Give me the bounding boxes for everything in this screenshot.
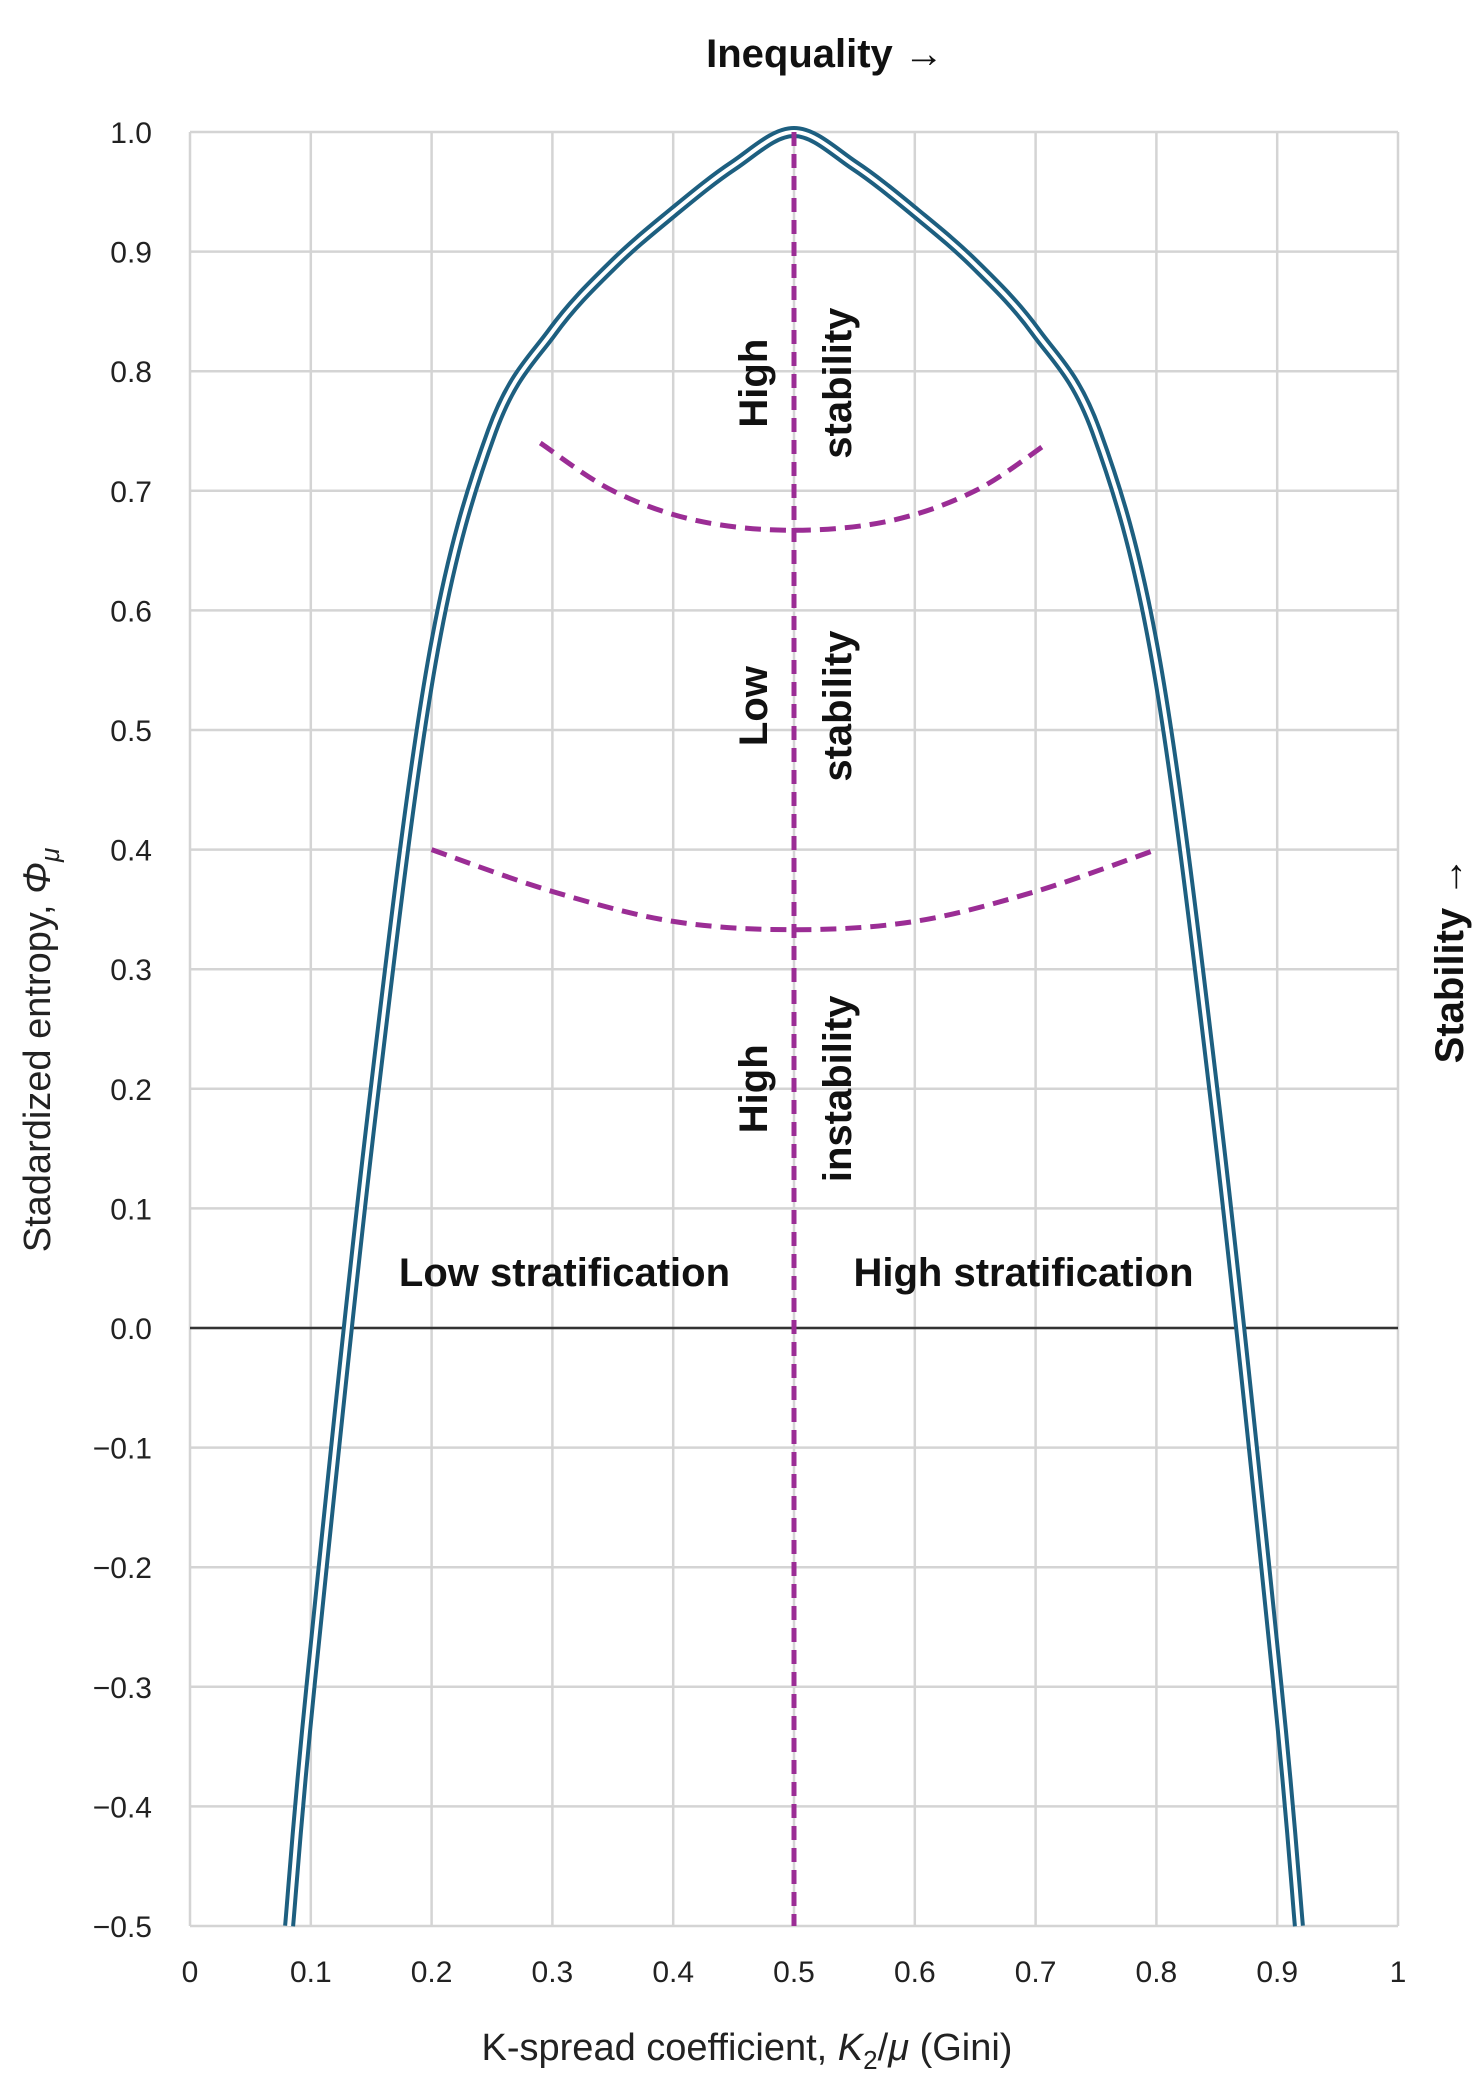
y-tick-label: 0.8 [110,356,152,389]
y-tick-label: −0.4 [93,1791,152,1824]
x-tick-label: 0.6 [894,1956,936,1989]
right-axis-label: Stability → [1428,857,1472,1064]
x-tick-label: 0.2 [411,1956,453,1989]
stability-boundary-curve [538,440,1050,533]
y-tick-label: −0.3 [93,1672,152,1705]
y-tick-label: −0.2 [93,1552,152,1585]
x-tick-label: 0.1 [290,1956,332,1989]
y-tick-label: 0.6 [110,595,152,628]
y-tick-label: 0.7 [110,476,152,509]
y-tick-label: 0.2 [110,1074,152,1107]
y-axis-title: Stadardized entropy, Φμ [17,848,65,1252]
x-axis-title: K-spread coefficient, K2/μ (Gini) [482,2027,1013,2075]
y-tick-label: −0.1 [93,1433,152,1466]
region-label-right: stability [816,630,860,782]
stability-boundary-curve [430,847,1158,933]
x-tick-label: 0.3 [532,1956,574,1989]
x-tick-label: 0.7 [1015,1956,1057,1989]
x-tick-label: 0 [182,1956,199,1989]
x-tick-label: 0.8 [1136,1956,1178,1989]
stratification-label: Low stratification [399,1251,730,1295]
x-tick-label: 0.9 [1256,1956,1298,1989]
y-tick-label: 0.0 [110,1313,152,1346]
x-tick-label: 1 [1390,1956,1407,1989]
y-tick-label: 0.3 [110,954,152,987]
stratification-label: High stratification [854,1251,1194,1295]
stability-boundaries [430,132,1158,1926]
region-label-right: stability [816,307,860,459]
y-tick-label: 0.5 [110,715,152,748]
top-axis-label: Inequality → [706,32,944,76]
x-tick-label: 0.5 [773,1956,815,1989]
y-tick-label: 1.0 [110,117,152,150]
region-label-right: instability [816,995,860,1182]
region-label-left: High [732,1044,776,1133]
y-tick-label: 0.9 [110,237,152,270]
y-tick-label: −0.5 [93,1911,152,1944]
chart-labels: 0 0.1 0.2 0.3 0.4 0.5 0.6 0.7 0.8 0.9 1 1.0 0.9 0.8 0.… [93,117,1407,1989]
y-tick-label: 0.4 [110,835,152,868]
x-tick-label: 0.4 [652,1956,694,1989]
y-tick-label: 0.1 [110,1193,152,1226]
region-label-left: High [732,339,776,428]
region-label-left: Low [732,665,776,746]
